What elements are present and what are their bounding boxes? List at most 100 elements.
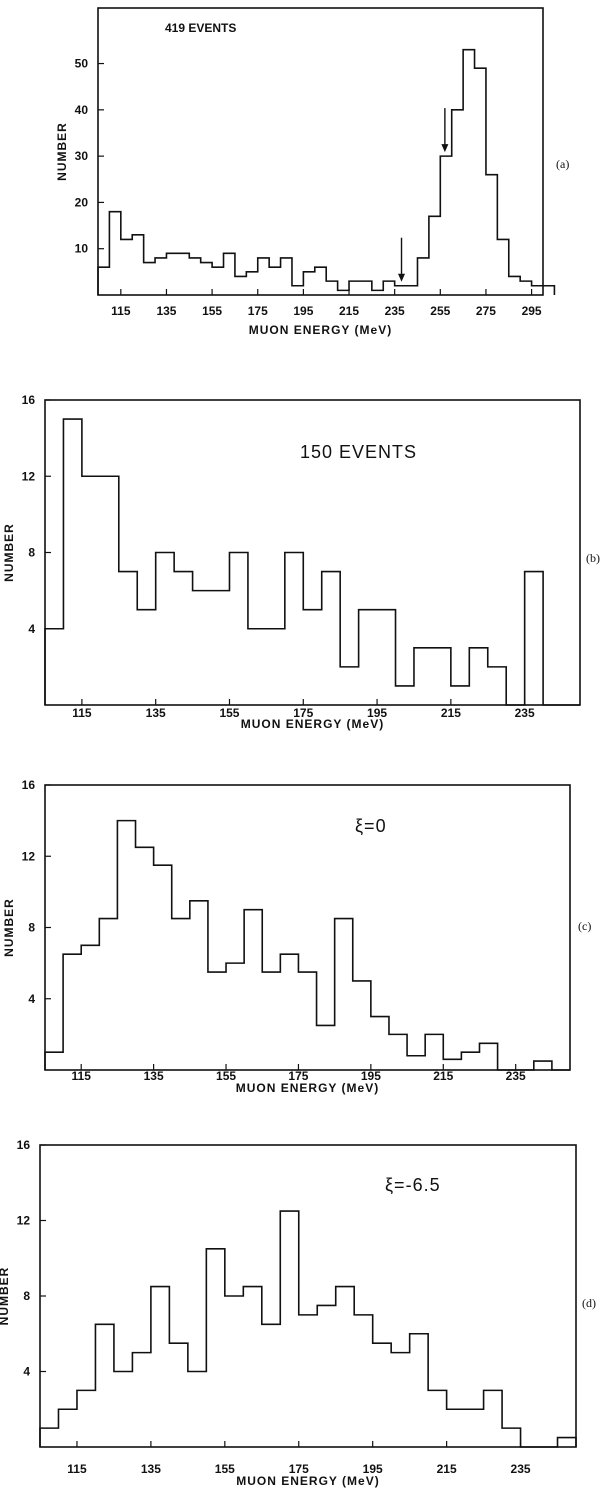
histogram-panel-b: 115 135 155 175 195 215 235 4 8 12 16 MUON ENERGY (…: [0, 380, 610, 750]
histogram-bin: [58, 1409, 76, 1447]
histogram-bin: [349, 281, 360, 295]
histogram-bin: [315, 267, 326, 295]
histogram-bin: [407, 1056, 425, 1070]
x-tick-label: 155: [215, 1462, 235, 1476]
histogram-bin: [432, 648, 450, 705]
histogram-bin: [136, 847, 154, 1070]
histogram-bin: [317, 1305, 335, 1447]
histogram-bin: [488, 667, 506, 705]
y-tick-label: 12: [22, 469, 36, 483]
chart-annotation: ξ=0: [355, 816, 387, 836]
histogram-bin: [156, 553, 174, 706]
histogram-bin: [144, 263, 155, 295]
histogram-bin: [469, 648, 487, 705]
histogram-bin: [479, 1043, 497, 1070]
histogram-bin: [429, 216, 440, 295]
y-tick-label: 16: [17, 1138, 31, 1152]
histogram-bin: [461, 1052, 479, 1070]
x-tick-label: 155: [202, 304, 222, 318]
histogram-panel-d: 115 135 155 175 195 215 235 4 8 12 16 MUON ENERGY (…: [0, 1125, 610, 1489]
histogram-series: [39, 1210, 577, 1448]
histogram-bin: [280, 954, 298, 1070]
y-tick-label: 8: [28, 546, 35, 560]
plot-frame: [97, 7, 544, 296]
x-tick-label: 215: [339, 304, 359, 318]
histogram-bin: [172, 919, 190, 1070]
y-tick-label: 40: [75, 103, 89, 117]
histogram-bin: [372, 290, 383, 295]
histogram-bin: [82, 476, 100, 705]
histogram-bin: [543, 286, 554, 295]
x-tick-label: 135: [146, 706, 166, 720]
arrow-head: [398, 273, 406, 282]
y-axis-label: NUMBER: [55, 122, 69, 181]
histogram-bin: [174, 572, 192, 705]
x-tick-label: 115: [111, 304, 131, 318]
histogram-bin: [211, 591, 229, 705]
histogram-a-svg: 115 135 155 175 195 215 235 255 275 295 10 20 30 40 50…: [55, 7, 569, 337]
histogram-bin: [208, 972, 226, 1070]
chart-annotation: ξ=-6.5: [385, 1175, 441, 1195]
histogram-bin: [465, 1409, 483, 1447]
histogram-bin: [298, 972, 316, 1070]
histogram-bin: [190, 901, 208, 1070]
histogram-bin: [463, 50, 474, 295]
histogram-bin: [326, 281, 337, 295]
histogram-bin: [359, 610, 377, 705]
histogram-bin: [114, 1372, 132, 1448]
x-tick-label: 195: [361, 1069, 381, 1083]
panel-label: (c): [578, 919, 591, 933]
x-tick-label: 235: [515, 706, 535, 720]
histogram-bin: [132, 1353, 150, 1447]
histogram-bin: [322, 572, 340, 705]
histogram-bin: [525, 572, 543, 705]
x-tick-label: 135: [141, 1462, 161, 1476]
histogram-bin: [486, 175, 497, 295]
histogram-bin: [340, 667, 358, 705]
x-tick-label: 115: [72, 706, 92, 720]
histogram-bin: [189, 258, 200, 295]
x-tick-label: 115: [67, 1462, 87, 1476]
histogram-bin: [121, 239, 132, 295]
histogram-bin: [317, 1025, 335, 1070]
histogram-bin: [155, 258, 166, 295]
histogram-bin: [244, 910, 262, 1070]
y-tick-label: 12: [17, 1214, 31, 1228]
histogram-bin: [428, 1390, 446, 1447]
x-tick-label: 135: [144, 1069, 164, 1083]
x-tick-label: 195: [367, 706, 387, 720]
histogram-bin: [248, 629, 266, 705]
histogram-bin: [353, 981, 371, 1070]
x-tick-label: 175: [288, 1069, 308, 1083]
histogram-bin: [226, 963, 244, 1070]
histogram-bin: [166, 253, 177, 295]
x-tick-label: 115: [72, 1069, 92, 1083]
histogram-bin: [229, 553, 247, 706]
histogram-bin: [410, 1334, 428, 1447]
histogram-bin: [335, 919, 353, 1070]
x-tick-label: 215: [437, 1462, 457, 1476]
histogram-bin: [558, 1438, 576, 1447]
histogram-bin: [100, 476, 118, 705]
histogram-bin: [188, 1372, 206, 1448]
histogram-bin: [395, 286, 406, 295]
x-tick-label: 275: [476, 304, 496, 318]
x-axis-label: MUON ENERGY (MeV): [249, 323, 392, 337]
histogram-bin: [246, 272, 257, 295]
x-tick-label: 235: [511, 1462, 531, 1476]
histogram-bin: [452, 110, 463, 295]
histogram-series: [97, 48, 556, 295]
histogram-bin: [373, 1343, 391, 1447]
histogram-bin: [117, 821, 135, 1070]
histogram-bin: [389, 1034, 407, 1070]
x-axis-label: MUON ENERGY (MeV): [236, 1081, 379, 1095]
histogram-bin: [99, 919, 117, 1070]
histogram-bin: [391, 1353, 409, 1447]
histogram-bin: [292, 286, 303, 295]
y-tick-label: 4: [28, 992, 35, 1006]
histogram-bin: [299, 1315, 317, 1447]
y-axis-label: NUMBER: [2, 898, 16, 957]
y-tick-label: 16: [22, 778, 36, 792]
y-tick-label: 4: [23, 1365, 30, 1379]
histogram-series: [44, 418, 580, 706]
